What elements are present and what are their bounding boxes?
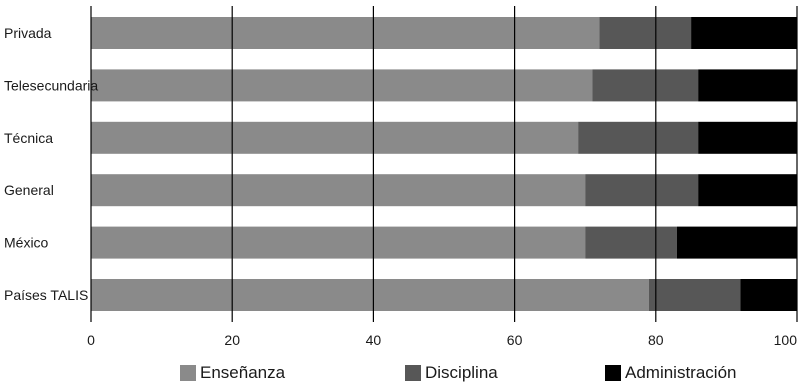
legend-swatch-administracion xyxy=(605,365,621,381)
bar-0-1 xyxy=(91,69,593,102)
legend-swatch-disciplina xyxy=(405,365,421,381)
gridlines-layer xyxy=(90,6,798,322)
bar-1-5 xyxy=(648,279,741,311)
bars-layer xyxy=(91,17,797,311)
category-label: Técnica xyxy=(4,130,53,146)
category-label: Telesecundaria xyxy=(4,77,98,93)
bar-2-3 xyxy=(698,174,797,207)
bar-1-1 xyxy=(592,69,699,102)
legend-swatch-ensenanza xyxy=(180,365,196,381)
bar-1-3 xyxy=(585,174,699,207)
bar-1-2 xyxy=(578,121,699,154)
x-tick-label: 40 xyxy=(366,332,382,348)
category-label: Privada xyxy=(4,25,52,41)
category-label: México xyxy=(4,235,49,251)
bar-2-0 xyxy=(691,17,797,49)
bar-0-2 xyxy=(91,121,579,154)
legend-item-administracion: Administración xyxy=(605,362,737,384)
bar-0-5 xyxy=(91,279,649,311)
legend-label: Administración xyxy=(625,363,737,382)
x-tick-label: 80 xyxy=(648,332,664,348)
legend-label: Disciplina xyxy=(425,363,498,382)
legend: Enseñanza Disciplina Administración xyxy=(0,362,801,386)
stacked-bar-chart: Privada Telesecundaria Técnica General Méxic… xyxy=(4,6,798,348)
x-tick-label: 100 xyxy=(774,332,798,348)
x-tick-label: 60 xyxy=(507,332,523,348)
bar-2-5 xyxy=(740,279,797,311)
x-tick-labels: 0 20 40 60 80 100 xyxy=(87,332,797,348)
bar-2-1 xyxy=(698,69,797,102)
category-label: Países TALIS xyxy=(4,287,88,303)
category-label: General xyxy=(4,182,54,198)
bar-0-0 xyxy=(91,17,600,49)
bar-1-4 xyxy=(585,226,677,259)
bar-0-3 xyxy=(91,174,586,207)
x-tick-label: 20 xyxy=(224,332,240,348)
legend-item-ensenanza: Enseñanza xyxy=(180,362,285,384)
x-tick-label: 0 xyxy=(87,332,95,348)
bar-2-4 xyxy=(676,226,797,259)
bar-1-0 xyxy=(599,17,692,49)
legend-label: Enseñanza xyxy=(200,363,286,382)
bar-2-2 xyxy=(698,121,797,154)
category-labels: Privada Telesecundaria Técnica General Méxic… xyxy=(4,25,98,303)
legend-item-disciplina: Disciplina xyxy=(405,362,498,384)
bar-0-4 xyxy=(91,226,586,259)
